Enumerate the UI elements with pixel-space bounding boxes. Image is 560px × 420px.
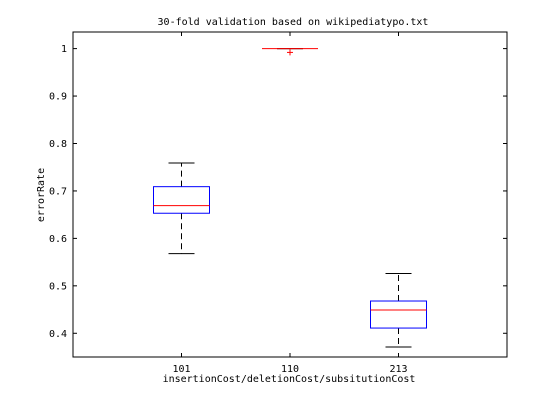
chart-title: 30-fold validation based on wikipediatyp… — [158, 17, 429, 28]
y-tick-label: 1 — [61, 44, 67, 55]
y-tick-label: 0.8 — [49, 139, 67, 150]
y-axis-label: errorRate — [36, 168, 47, 222]
y-tick-label: 0.4 — [49, 329, 67, 340]
y-tick-label: 0.6 — [49, 234, 67, 245]
y-tick-label: 0.5 — [49, 281, 67, 292]
y-tick-label: 0.7 — [49, 186, 67, 197]
x-axis-label: insertionCost/deletionCost/subsitutionCo… — [163, 374, 416, 385]
y-tick-label: 0.9 — [49, 92, 67, 103]
